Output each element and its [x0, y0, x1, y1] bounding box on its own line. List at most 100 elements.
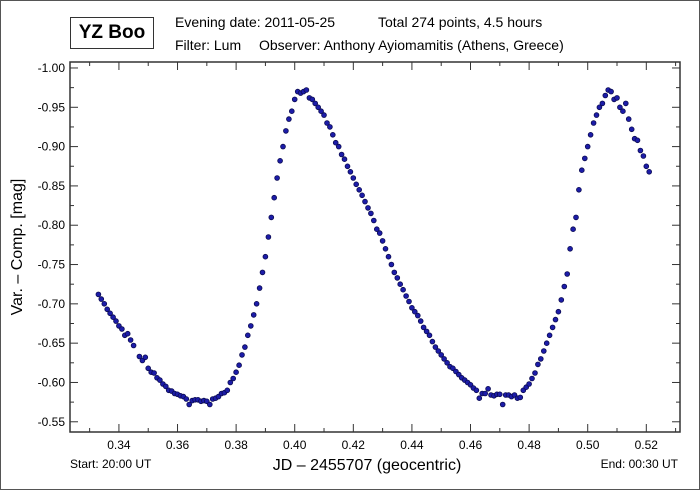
data-point	[309, 96, 316, 103]
data-point	[373, 226, 380, 233]
data-point	[362, 198, 368, 205]
data-point	[110, 314, 116, 321]
data-point	[157, 377, 163, 383]
y-tick-label: -0.95	[38, 100, 66, 114]
data-point	[315, 104, 322, 111]
x-tick-label: 0.38	[224, 438, 248, 452]
data-point	[186, 401, 193, 408]
data-point	[441, 356, 447, 362]
data-point	[359, 192, 365, 199]
data-point	[382, 246, 389, 252]
data-point	[163, 383, 169, 390]
data-point	[248, 323, 254, 329]
data-point	[321, 112, 327, 118]
data-point	[537, 356, 544, 362]
data-point	[268, 214, 275, 221]
data-point	[262, 253, 269, 260]
data-point	[265, 234, 272, 240]
data-point	[625, 116, 632, 122]
data-point	[473, 387, 480, 394]
data-point	[476, 395, 483, 402]
x-tick-label: 0.52	[635, 438, 659, 452]
data-point	[581, 155, 588, 162]
data-point	[637, 147, 644, 154]
data-point	[429, 338, 436, 345]
data-point	[344, 163, 351, 170]
data-point	[485, 385, 491, 392]
y-tick-label: -0.55	[38, 415, 66, 429]
data-point	[183, 396, 190, 402]
data-point	[403, 293, 409, 299]
evening-date: Evening date: 2011-05-25	[175, 14, 336, 30]
data-point	[570, 226, 576, 233]
data-point	[347, 169, 354, 175]
data-point	[394, 275, 401, 281]
data-point	[420, 324, 427, 331]
data-point	[564, 271, 570, 277]
data-point	[318, 108, 324, 114]
filter-label: Filter: Lum	[175, 37, 242, 53]
total-points: Total 274 points, 4.5 hours	[378, 14, 543, 30]
data-point	[230, 375, 237, 382]
data-point	[291, 96, 298, 103]
data-point	[356, 187, 363, 193]
data-point	[338, 151, 345, 158]
plot-area	[69, 61, 681, 433]
data-point	[136, 353, 143, 360]
x-tick-label: 0.50	[576, 438, 600, 452]
data-point	[406, 298, 412, 305]
data-point	[145, 365, 152, 372]
data-point	[599, 100, 606, 107]
data-point	[151, 370, 157, 376]
data-point	[239, 352, 245, 358]
data-point	[224, 387, 231, 394]
data-point	[332, 139, 339, 146]
data-point	[324, 120, 330, 126]
y-tick-label: -1.00	[38, 61, 66, 75]
data-point	[617, 104, 623, 111]
data-point	[335, 143, 342, 150]
data-point	[274, 175, 280, 181]
x-tick-label: 0.44	[400, 438, 424, 452]
end-time: End: 00:30 UT	[600, 457, 678, 471]
data-point	[573, 214, 579, 221]
data-point	[526, 381, 532, 387]
data-point	[256, 285, 263, 291]
data-point	[438, 352, 445, 358]
data-point	[587, 132, 594, 138]
data-point	[242, 344, 248, 350]
start-time: Start: 20:00 UT	[70, 457, 152, 471]
data-point	[385, 253, 392, 260]
x-tick-label: 0.46	[459, 438, 483, 452]
data-point	[409, 304, 415, 311]
data-point	[634, 137, 641, 144]
data-point	[271, 194, 278, 201]
data-point	[391, 269, 398, 276]
data-point	[288, 108, 295, 114]
data-point	[578, 167, 585, 174]
data-point	[250, 312, 257, 318]
observer-label: Observer: Anthony Ayiomamitis (Athens, G…	[259, 37, 564, 53]
data-point	[558, 297, 565, 303]
data-point	[567, 246, 573, 252]
data-point	[593, 112, 600, 118]
data-point	[529, 375, 535, 382]
data-point	[423, 328, 430, 335]
x-tick-label: 0.36	[166, 438, 190, 452]
data-point	[608, 88, 614, 95]
data-point	[286, 116, 292, 122]
x-tick-label: 0.48	[517, 438, 541, 452]
data-point	[576, 187, 582, 193]
y-tick-label: -0.70	[38, 297, 66, 311]
y-tick-label: -0.80	[38, 218, 66, 232]
data-point	[620, 108, 626, 114]
data-point	[329, 132, 336, 138]
data-point	[622, 100, 629, 107]
data-point	[584, 143, 591, 150]
data-point	[602, 92, 609, 99]
data-point	[283, 128, 289, 134]
data-point	[417, 318, 424, 324]
data-point	[127, 337, 134, 343]
data-point	[640, 153, 647, 159]
